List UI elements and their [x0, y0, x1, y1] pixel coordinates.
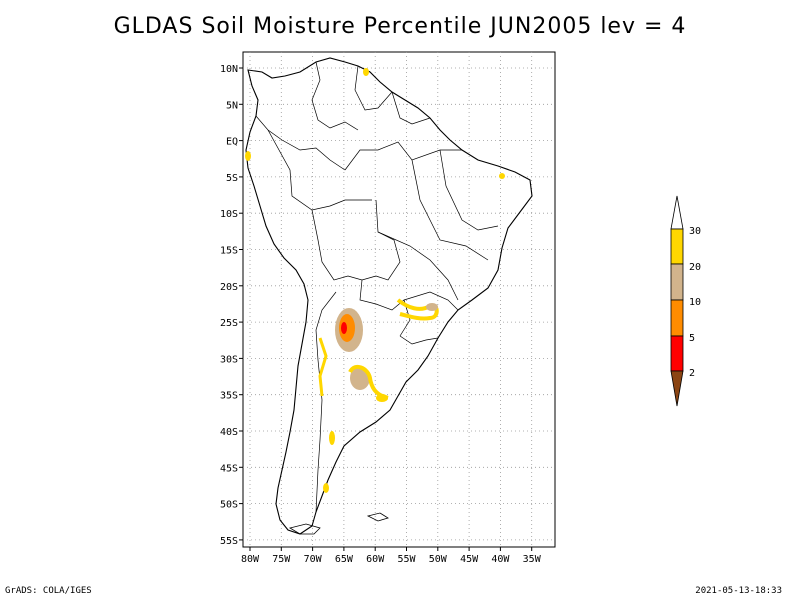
- anomaly-yellow-parana: [396, 298, 439, 321]
- lat-label: 35S: [220, 391, 238, 402]
- legend-label-30: 30: [689, 226, 701, 237]
- legend-below2-triangle: [670, 370, 684, 407]
- legend-label-2: 2: [689, 368, 695, 379]
- lon-label: 50W: [429, 554, 448, 565]
- falkland-islands: [366, 512, 389, 522]
- anomaly-tan-parana: [426, 303, 438, 311]
- latitude-labels: 10N 5N EQ 5S 10S 15S 20S 25S 30S 35S 40S 45S 50S 55S: [220, 64, 243, 547]
- chart-title: GLDAS Soil Moisture Percentile JUN2005 l…: [113, 14, 687, 39]
- lat-label: 45S: [220, 463, 238, 474]
- anomaly-red-argentina: [341, 322, 347, 334]
- lon-label: 60W: [366, 554, 385, 565]
- legend-10-20: [670, 263, 684, 301]
- anomaly-yellow-south: [323, 483, 329, 493]
- legend-label-5: 5: [689, 333, 695, 344]
- lon-label: 35W: [523, 554, 542, 565]
- anomaly-yellow-coast: [376, 394, 388, 402]
- anomaly-yellow-andes: [318, 337, 328, 397]
- lat-label: 50S: [220, 500, 238, 511]
- lat-label: 15S: [220, 246, 238, 257]
- colorbar-legend: 30 20 10 5 2: [670, 195, 701, 407]
- longitude-labels: 80W 75W 70W 65W 60W 55W 50W 45W 40W 35W: [241, 547, 542, 565]
- soil-moisture-shading: [245, 68, 505, 493]
- lon-label: 75W: [272, 554, 291, 565]
- country-borders: [255, 61, 499, 513]
- anomaly-yellow-venezuela: [363, 68, 369, 76]
- legend-5-10: [670, 299, 684, 337]
- legend-2-5: [670, 335, 684, 372]
- anomaly-yellow-patagonia: [329, 431, 335, 445]
- legend-label-20: 20: [689, 262, 701, 273]
- lat-label: 5N: [226, 100, 238, 111]
- lon-label: 80W: [241, 554, 260, 565]
- footer-credit: GrADS: COLA/IGES: [5, 586, 92, 596]
- lat-label: EQ: [226, 137, 238, 148]
- legend-above30-triangle: [670, 195, 684, 230]
- anomaly-yellow-brazil-ne: [499, 173, 505, 179]
- lat-label: 40S: [220, 427, 238, 438]
- lon-label: 45W: [460, 554, 479, 565]
- lat-label: 10N: [220, 64, 238, 75]
- lat-label: 30S: [220, 354, 238, 365]
- south-america-coastline: [245, 57, 533, 535]
- lon-label: 65W: [335, 554, 354, 565]
- lon-label: 55W: [397, 554, 416, 565]
- lat-label: 55S: [220, 536, 238, 547]
- lat-label: 10S: [220, 209, 238, 220]
- legend-20-30: [670, 228, 684, 265]
- lon-label: 40W: [491, 554, 510, 565]
- legend-label-10: 10: [689, 297, 701, 308]
- lon-label: 70W: [304, 554, 323, 565]
- lat-label: 20S: [220, 282, 238, 293]
- anomaly-yellow-ecuador: [245, 151, 251, 161]
- tierra-del-fuego: [288, 523, 321, 535]
- lat-label: 25S: [220, 318, 238, 329]
- footer-timestamp: 2021-05-13-18:33: [695, 586, 782, 596]
- lat-label: 5S: [226, 173, 238, 184]
